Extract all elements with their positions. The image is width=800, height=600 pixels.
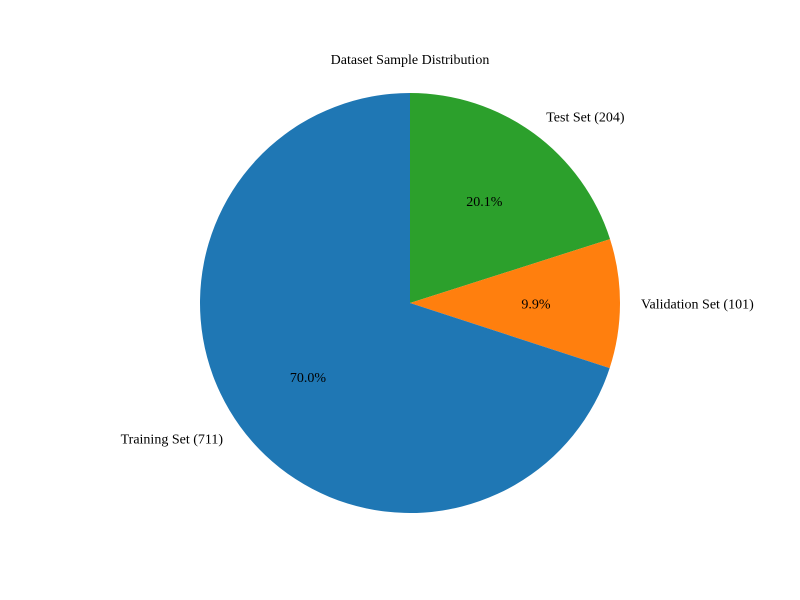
slice-pct-validation-set: 9.9% [521, 297, 551, 312]
chart-title: Dataset Sample Distribution [331, 53, 490, 68]
pie-labels-layer: Test Set (204) 20.1% Validation Set (101) 9… [121, 110, 754, 447]
pie-slice-training-set [200, 93, 610, 513]
slice-pct-test-set: 20.1% [466, 195, 503, 210]
pie-slice-validation-set [410, 239, 620, 369]
slice-pct-training-set: 70.0% [290, 371, 327, 386]
slice-label-training-set: Training Set (711) [121, 433, 224, 448]
slice-label-validation-set: Validation Set (101) [641, 298, 754, 313]
pie-slice-test-set [410, 93, 611, 303]
slice-label-test-set: Test Set (204) [546, 110, 625, 125]
pie-slices-layer [200, 93, 620, 513]
